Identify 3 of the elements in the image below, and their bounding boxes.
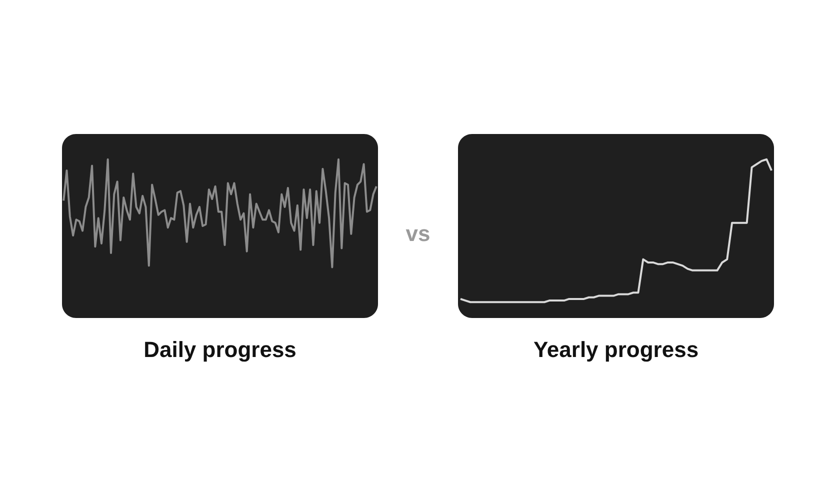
text: Daily progress bbox=[144, 337, 296, 362]
text: Yearly progress bbox=[533, 337, 699, 362]
text: vs bbox=[404, 221, 432, 247]
